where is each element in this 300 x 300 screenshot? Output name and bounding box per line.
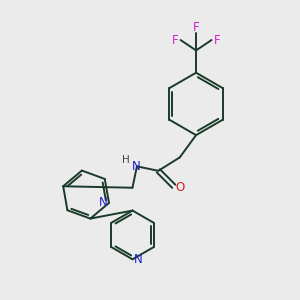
Text: F: F xyxy=(193,21,200,34)
Text: N: N xyxy=(134,253,143,266)
Text: F: F xyxy=(172,34,178,46)
Text: N: N xyxy=(99,196,108,209)
Text: O: O xyxy=(176,181,185,194)
Text: N: N xyxy=(132,160,141,172)
Text: F: F xyxy=(214,34,220,46)
Text: H: H xyxy=(122,155,130,165)
